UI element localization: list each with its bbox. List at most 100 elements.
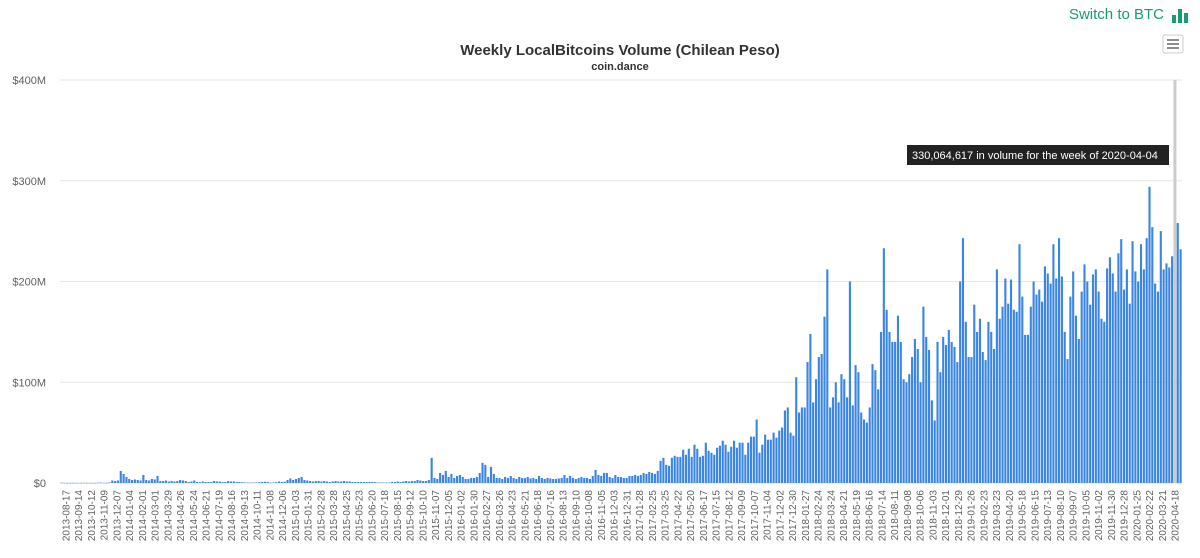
bar [846, 397, 849, 483]
x-tick-label: 2019-10-05 [1081, 490, 1092, 542]
bar [102, 482, 105, 484]
bar [1139, 244, 1143, 483]
bar [487, 476, 490, 483]
x-tick-label: 2016-01-02 [457, 490, 468, 542]
bar [204, 481, 207, 483]
bar [201, 481, 204, 483]
bar [1156, 291, 1160, 483]
bar [1179, 249, 1182, 483]
x-tick-label: 2015-12-05 [444, 490, 455, 542]
bar [229, 481, 233, 483]
bar [501, 478, 504, 483]
bar [1080, 291, 1083, 483]
bar [388, 482, 391, 483]
chart-menu-button[interactable] [1162, 34, 1184, 54]
bar [1145, 238, 1148, 483]
x-tick-label: 2014-05-24 [189, 490, 200, 542]
bar [258, 482, 261, 483]
bar [939, 372, 942, 483]
bar [583, 477, 586, 483]
switch-to-btc-label: Switch to BTC [1068, 6, 1164, 23]
bar [314, 480, 317, 483]
bar [597, 474, 600, 483]
bar [995, 269, 998, 483]
bar [653, 473, 656, 483]
x-tick-label: 2019-11-30 [1107, 490, 1118, 541]
bar [441, 474, 445, 483]
x-tick-label: 2018-12-29 [954, 490, 965, 542]
bar [902, 379, 905, 483]
bar [275, 482, 278, 483]
bar [164, 480, 168, 483]
bar [385, 482, 388, 483]
bar [684, 454, 688, 483]
bar [68, 482, 71, 484]
bar [1171, 256, 1174, 483]
bar [1012, 309, 1015, 483]
bar [690, 456, 693, 483]
x-tick-label: 2016-01-30 [469, 490, 480, 542]
bar [1176, 223, 1179, 483]
bar [665, 464, 668, 483]
x-tick-label: 2016-08-13 [559, 490, 570, 542]
bar [831, 397, 835, 483]
bar [71, 482, 74, 484]
bar [1026, 334, 1030, 483]
bar [990, 331, 993, 484]
x-tick-label: 2018-08-11 [890, 490, 901, 541]
bar [212, 480, 216, 483]
bar [1066, 359, 1069, 483]
bar [509, 475, 512, 483]
bar [936, 341, 939, 483]
bar [422, 480, 425, 483]
bar [145, 479, 148, 483]
bar [1069, 296, 1072, 483]
bar [648, 471, 651, 483]
bar [252, 482, 255, 483]
bar [427, 479, 430, 483]
switch-to-btc-button[interactable]: Switch to BTC [1069, 6, 1188, 23]
bar [1165, 263, 1168, 483]
bar [246, 482, 249, 483]
bar [1015, 311, 1018, 483]
bar [645, 473, 648, 483]
bar [718, 445, 721, 483]
bar [628, 475, 631, 483]
bar [60, 482, 63, 484]
bar [334, 480, 337, 483]
x-tick-label: 2016-04-23 [508, 490, 519, 542]
x-tick-label: 2020-03-21 [1158, 490, 1169, 542]
x-tick-label: 2018-05-19 [852, 490, 863, 542]
bar [277, 481, 281, 483]
bar [896, 315, 900, 483]
bar [639, 474, 642, 483]
bar [1035, 294, 1038, 483]
y-tick-label: $300M [12, 176, 46, 188]
x-tick-label: 2017-07-15 [712, 490, 723, 542]
bar [173, 481, 176, 483]
bar [710, 452, 713, 483]
x-tick-label: 2019-11-02 [1094, 490, 1105, 541]
chart-subtitle: coin.dance [591, 61, 648, 73]
bar [396, 481, 399, 483]
bar [238, 481, 241, 483]
x-tick-label: 2014-10-11 [253, 490, 264, 541]
bar [973, 304, 976, 483]
bar [758, 452, 761, 483]
x-tick-label: 2014-04-26 [176, 490, 187, 542]
x-tick-label: 2019-08-10 [1056, 490, 1067, 542]
bar [105, 482, 108, 484]
bar [574, 478, 577, 483]
bar [184, 480, 187, 483]
bar [775, 437, 778, 483]
x-tick-label: 2015-07-18 [380, 490, 391, 542]
bar [987, 321, 990, 483]
bar [1091, 274, 1095, 483]
bar [1021, 296, 1024, 483]
bar [735, 447, 738, 483]
x-tick-label: 2016-12-31 [622, 490, 633, 542]
x-tick-label: 2015-11-07 [431, 490, 442, 541]
x-tick-label: 2016-11-05 [597, 490, 608, 541]
bar [506, 477, 510, 483]
bar [1055, 278, 1058, 483]
